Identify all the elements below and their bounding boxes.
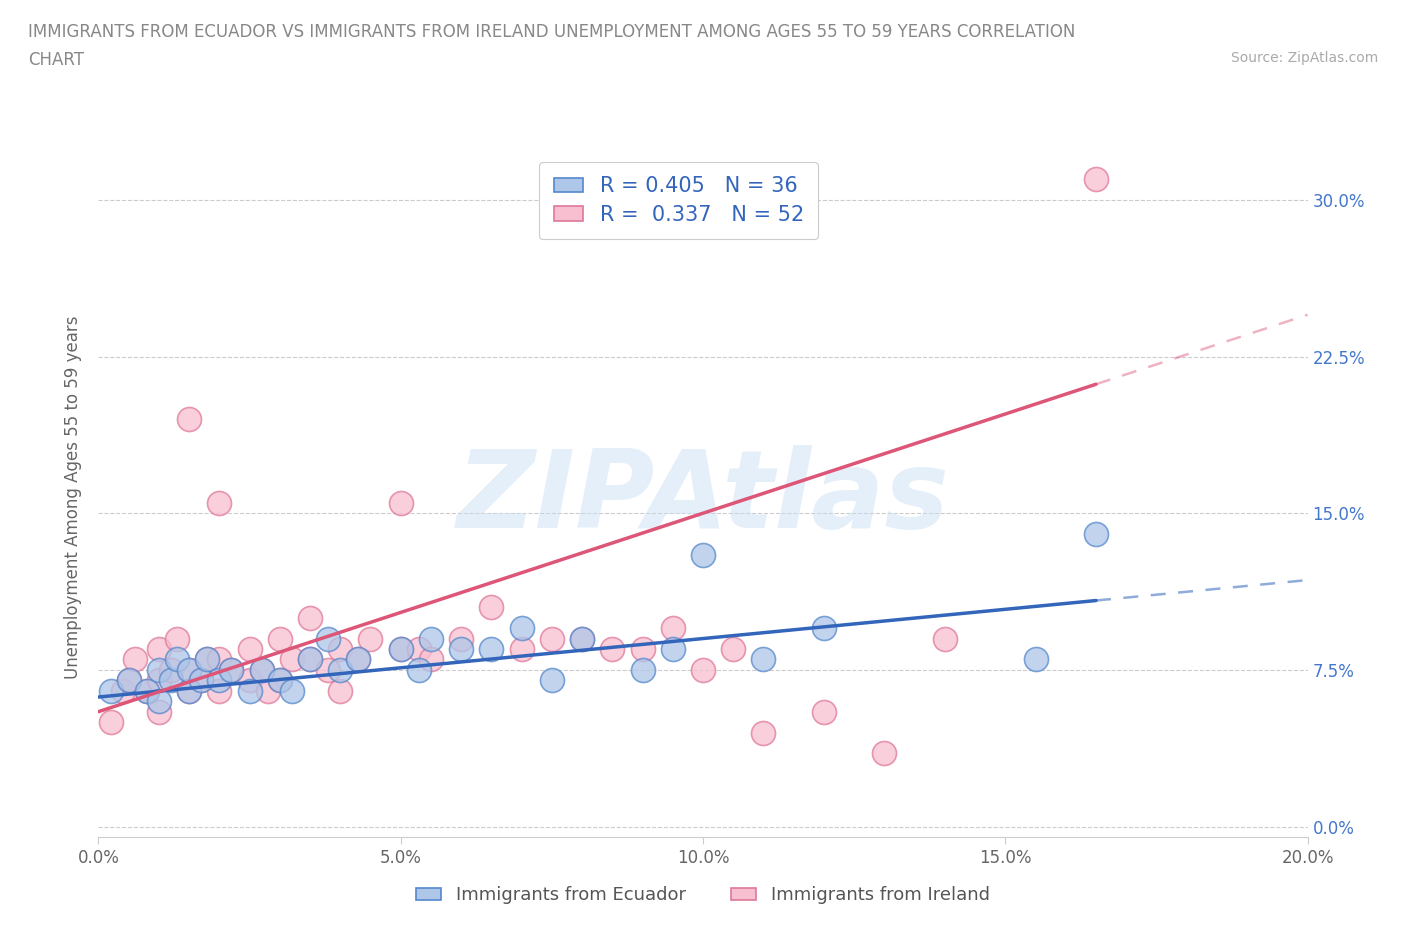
Point: [571, 631, 593, 646]
Point: [135, 684, 157, 698]
Point: [166, 652, 188, 667]
Point: [100, 684, 122, 698]
Point: [408, 662, 430, 677]
Point: [148, 673, 170, 688]
Point: [692, 548, 714, 563]
Point: [420, 652, 443, 667]
Point: [239, 642, 262, 657]
Y-axis label: Unemployment Among Ages 55 to 59 years: Unemployment Among Ages 55 to 59 years: [65, 316, 83, 679]
Point: [269, 673, 291, 688]
Point: [250, 662, 273, 677]
Point: [602, 642, 624, 657]
Point: [179, 684, 201, 698]
Point: [118, 673, 141, 688]
Point: [813, 620, 835, 635]
Point: [256, 684, 278, 698]
Point: [1085, 171, 1108, 186]
Point: [631, 642, 654, 657]
Point: [148, 642, 170, 657]
Point: [190, 673, 212, 688]
Point: [450, 631, 472, 646]
Point: [752, 725, 775, 740]
Point: [208, 684, 231, 698]
Point: [195, 652, 218, 667]
Point: [118, 673, 141, 688]
Point: [135, 684, 157, 698]
Point: [221, 662, 243, 677]
Point: [299, 652, 322, 667]
Point: [752, 652, 775, 667]
Point: [269, 631, 291, 646]
Legend: Immigrants from Ecuador, Immigrants from Ireland: Immigrants from Ecuador, Immigrants from…: [409, 879, 997, 911]
Point: [281, 684, 304, 698]
Point: [510, 620, 533, 635]
Point: [450, 642, 472, 657]
Point: [195, 652, 218, 667]
Point: [1085, 526, 1108, 541]
Point: [179, 412, 201, 427]
Point: [299, 610, 322, 625]
Point: [481, 642, 503, 657]
Point: [662, 620, 685, 635]
Point: [148, 662, 170, 677]
Point: [208, 673, 231, 688]
Point: [316, 631, 339, 646]
Point: [1024, 652, 1046, 667]
Point: [662, 642, 685, 657]
Point: [239, 684, 262, 698]
Point: [723, 642, 745, 657]
Point: [190, 673, 212, 688]
Point: [329, 642, 352, 657]
Point: [692, 662, 714, 677]
Text: CHART: CHART: [28, 51, 84, 69]
Legend: R = 0.405   N = 36, R =  0.337   N = 52: R = 0.405 N = 36, R = 0.337 N = 52: [538, 162, 818, 239]
Point: [208, 652, 231, 667]
Point: [239, 673, 262, 688]
Point: [408, 642, 430, 657]
Point: [148, 694, 170, 709]
Point: [540, 631, 562, 646]
Point: [124, 652, 146, 667]
Point: [208, 496, 231, 511]
Point: [166, 631, 188, 646]
Point: [510, 642, 533, 657]
Point: [111, 684, 134, 698]
Point: [420, 631, 443, 646]
Text: Source: ZipAtlas.com: Source: ZipAtlas.com: [1230, 51, 1378, 65]
Point: [631, 662, 654, 677]
Point: [329, 662, 352, 677]
Point: [540, 673, 562, 688]
Point: [934, 631, 956, 646]
Point: [481, 600, 503, 615]
Point: [179, 684, 201, 698]
Point: [250, 662, 273, 677]
Point: [221, 662, 243, 677]
Point: [347, 652, 370, 667]
Point: [281, 652, 304, 667]
Point: [389, 642, 412, 657]
Point: [160, 673, 183, 688]
Point: [148, 704, 170, 719]
Point: [179, 662, 201, 677]
Point: [813, 704, 835, 719]
Point: [389, 496, 412, 511]
Point: [329, 684, 352, 698]
Point: [571, 631, 593, 646]
Point: [100, 714, 122, 729]
Point: [179, 662, 201, 677]
Text: IMMIGRANTS FROM ECUADOR VS IMMIGRANTS FROM IRELAND UNEMPLOYMENT AMONG AGES 55 TO: IMMIGRANTS FROM ECUADOR VS IMMIGRANTS FR…: [28, 23, 1076, 41]
Point: [347, 652, 370, 667]
Point: [269, 673, 291, 688]
Point: [299, 652, 322, 667]
Point: [360, 631, 382, 646]
Point: [389, 642, 412, 657]
Point: [873, 746, 896, 761]
Point: [160, 662, 183, 677]
Text: ZIPAtlas: ZIPAtlas: [457, 445, 949, 551]
Point: [316, 662, 339, 677]
